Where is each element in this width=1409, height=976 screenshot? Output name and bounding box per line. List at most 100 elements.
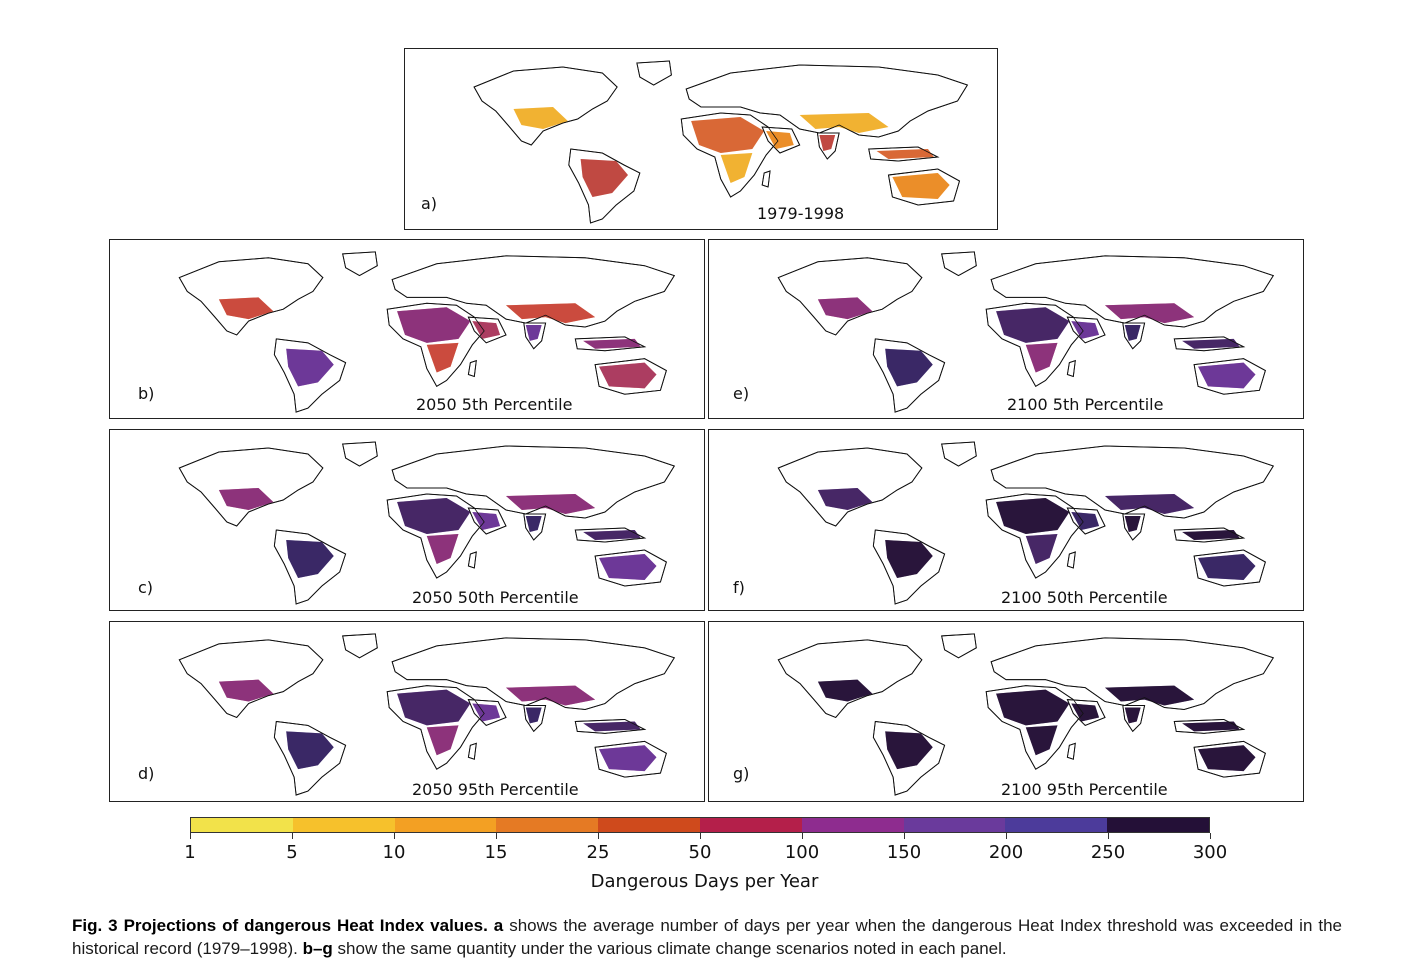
panel-letter: d) xyxy=(138,764,155,783)
heat-core xyxy=(426,534,459,564)
heat-region xyxy=(876,149,934,159)
heat-core xyxy=(472,321,501,339)
heat-core xyxy=(397,689,471,726)
heat-core xyxy=(506,303,596,324)
colorbar-tick-mark xyxy=(1108,833,1109,839)
colorbar-tick-mark xyxy=(292,833,293,839)
caption-bg-label: b–g xyxy=(302,939,333,958)
world-heat-map xyxy=(473,60,969,224)
colorbar-tick-mark xyxy=(904,833,905,839)
heat-core xyxy=(1182,721,1240,732)
heat-core xyxy=(1071,703,1100,722)
coastline xyxy=(342,441,378,467)
coastline xyxy=(1122,705,1146,733)
coastline xyxy=(391,445,675,519)
world-heat-map xyxy=(178,251,676,413)
colorbar-tick-label: 250 xyxy=(1090,842,1126,863)
coastline xyxy=(178,639,324,718)
colorbar-tick-label: 25 xyxy=(586,842,610,863)
colorbar-tick-label: 200 xyxy=(988,842,1024,863)
heat-core xyxy=(286,540,334,578)
coastline xyxy=(1173,336,1246,352)
coastline xyxy=(467,507,507,535)
heat-core xyxy=(286,348,334,387)
heat-core xyxy=(876,149,934,159)
heat-core xyxy=(1105,303,1195,324)
coastline xyxy=(523,705,547,733)
heat-core xyxy=(599,362,657,389)
coastline xyxy=(467,551,477,569)
heat-core xyxy=(1124,516,1141,532)
coastline xyxy=(1066,360,1076,377)
colorbar-segment xyxy=(699,818,802,832)
heat-core xyxy=(513,107,568,129)
coastline xyxy=(467,699,507,726)
coastline xyxy=(777,447,923,527)
colorbar xyxy=(190,817,1210,833)
coastline xyxy=(391,255,675,328)
heat-core xyxy=(397,498,471,534)
heat-core xyxy=(885,348,933,387)
colorbar-tick-mark xyxy=(1006,833,1007,839)
coastline xyxy=(594,549,667,587)
map-panel-g: g) 2100 95th Percentile xyxy=(708,621,1304,802)
caption-bg-text: show the same quantity under the various… xyxy=(332,939,1007,958)
coastline xyxy=(680,112,779,198)
coastline xyxy=(985,493,1084,579)
coastline xyxy=(985,685,1084,770)
coastline xyxy=(574,336,647,352)
colorbar-tick-mark xyxy=(598,833,599,839)
heat-core xyxy=(1198,362,1256,389)
heat-core xyxy=(996,498,1070,534)
world-heat-map xyxy=(178,441,676,605)
heat-core xyxy=(1182,338,1240,349)
coastline xyxy=(523,322,547,350)
coastline xyxy=(1066,507,1106,535)
coastline xyxy=(990,255,1274,328)
colorbar-tick-label: 50 xyxy=(688,842,712,863)
heat-core xyxy=(583,338,641,349)
coastline xyxy=(816,132,840,160)
colorbar-tick-mark xyxy=(394,833,395,839)
heat-core xyxy=(426,342,459,373)
heat-core xyxy=(996,689,1070,726)
coastline xyxy=(1066,699,1106,726)
heat-core xyxy=(819,135,836,151)
coastline xyxy=(872,338,946,413)
coastline xyxy=(1173,527,1246,543)
heat-core xyxy=(720,153,753,183)
heat-core xyxy=(583,530,641,540)
coastline xyxy=(888,168,960,206)
panel-title: 2050 50th Percentile xyxy=(412,588,579,607)
coastline xyxy=(941,251,977,277)
heat-core xyxy=(766,131,794,149)
colorbar-label: Dangerous Days per Year xyxy=(590,871,819,892)
coastline xyxy=(273,338,347,413)
map-panel-f: f) 2100 50th Percentile xyxy=(708,429,1304,611)
coastline xyxy=(985,302,1084,387)
colorbar-tick-mark xyxy=(802,833,803,839)
coastline xyxy=(761,170,771,188)
heat-core xyxy=(1071,321,1100,339)
heat-region xyxy=(720,153,753,183)
panel-title: 2100 95th Percentile xyxy=(1001,780,1168,799)
panel-title: 2050 5th Percentile xyxy=(416,395,573,414)
map-panel-d: d) 2050 95th Percentile xyxy=(109,621,705,802)
heat-region xyxy=(691,117,765,153)
heat-core xyxy=(1025,342,1058,373)
heat-core xyxy=(525,325,542,341)
colorbar-tick-label: 100 xyxy=(784,842,820,863)
heat-region xyxy=(892,173,950,199)
coastline xyxy=(342,251,378,277)
coastline xyxy=(872,721,946,796)
coastline xyxy=(594,740,667,778)
coastline xyxy=(273,721,347,796)
coastline xyxy=(1122,513,1146,541)
heat-core xyxy=(218,488,274,510)
heat-core xyxy=(583,721,641,732)
coastline xyxy=(386,302,485,387)
world-heat-map xyxy=(777,441,1275,605)
colorbar-segment xyxy=(801,818,904,832)
colorbar-tick-label: 300 xyxy=(1192,842,1228,863)
coastline xyxy=(1193,549,1266,587)
